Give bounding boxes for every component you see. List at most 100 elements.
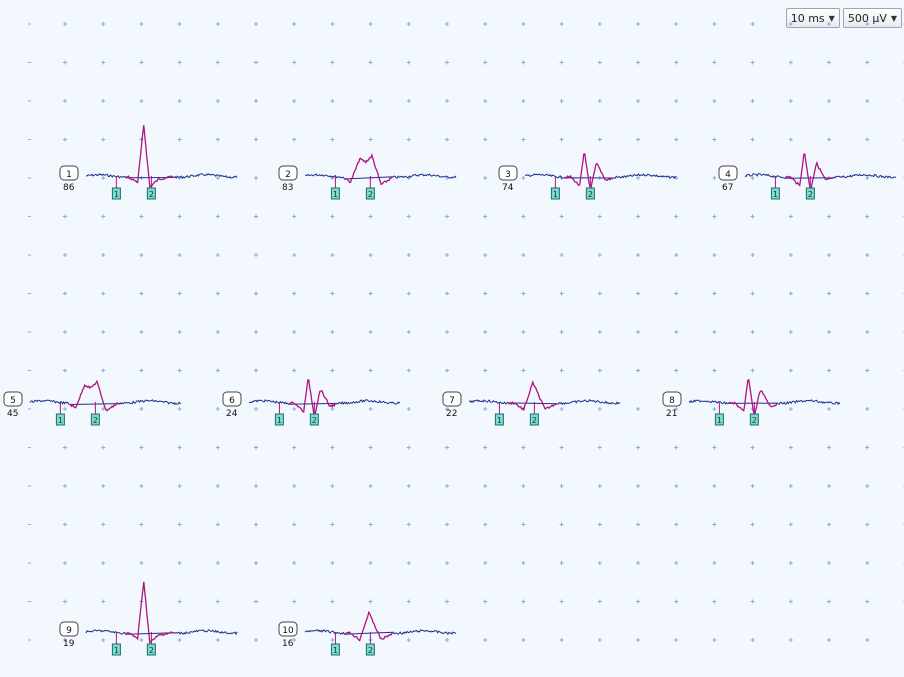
marker-1[interactable]: 1: [330, 176, 340, 200]
baseline-trace: [86, 173, 238, 180]
channel-count: 24: [226, 409, 238, 419]
channel-number: 3: [505, 170, 511, 180]
waveform-trace: [508, 379, 558, 412]
baseline-trace: [304, 629, 457, 636]
channel-2[interactable]: 2 83 1 2: [278, 153, 457, 200]
channel-number: 7: [449, 396, 455, 406]
channel-7[interactable]: 7 22 1 2: [442, 379, 621, 426]
baseline-trace: [688, 399, 841, 406]
marker-2[interactable]: 2: [309, 402, 319, 426]
grid-dots: [28, 22, 904, 642]
channel-label[interactable]: 2: [278, 165, 298, 181]
marker-label: 1: [497, 416, 502, 425]
waveform-trace: [344, 153, 394, 186]
marker-2[interactable]: 2: [529, 402, 539, 426]
marker-label: 2: [808, 190, 813, 199]
channel-6[interactable]: 6 24 1 2: [222, 379, 401, 426]
marker-1[interactable]: 1: [494, 402, 504, 426]
marker-label: 1: [553, 190, 558, 199]
channel-label[interactable]: 9: [59, 621, 79, 637]
marker-label: 1: [58, 416, 63, 425]
channel-count: 67: [722, 183, 733, 193]
channel-number: 2: [285, 170, 291, 180]
marker-label: 2: [752, 416, 757, 425]
channel-label[interactable]: 6: [222, 391, 242, 407]
channel-count: 83: [282, 183, 293, 193]
channel-10[interactable]: 10 16 1 2: [278, 610, 457, 656]
channel-count: 21: [666, 409, 677, 419]
waveform-trace: [288, 379, 338, 417]
channel-count: 45: [7, 409, 18, 419]
baseline-trace: [85, 629, 238, 636]
marker-label: 1: [773, 190, 778, 199]
marker-label: 2: [93, 416, 98, 425]
marker-1[interactable]: 1: [714, 402, 724, 426]
marker-label: 2: [149, 190, 154, 199]
channel-number: 8: [669, 396, 675, 406]
marker-label: 1: [114, 190, 119, 199]
marker-label: 2: [312, 416, 317, 425]
baseline-trace: [744, 173, 897, 179]
marker-2[interactable]: 2: [805, 176, 815, 200]
channel-label[interactable]: 10: [278, 621, 298, 637]
amplitude-scale-value: 500 µV: [847, 11, 887, 25]
marker-1[interactable]: 1: [330, 632, 340, 656]
marker-label: 2: [532, 416, 537, 425]
marker-label: 2: [588, 190, 593, 199]
channel-label[interactable]: 7: [442, 391, 462, 407]
marker-1[interactable]: 1: [274, 402, 284, 426]
channel-number: 5: [10, 396, 16, 406]
marker-1[interactable]: 1: [111, 632, 121, 656]
channel-number: 1: [66, 170, 72, 180]
marker-2[interactable]: 2: [749, 402, 759, 426]
channel-number: 10: [282, 626, 294, 636]
channel-count: 19: [63, 639, 75, 649]
marker-2[interactable]: 2: [365, 176, 375, 200]
channel-number: 9: [66, 626, 72, 636]
channel-number: 6: [229, 396, 235, 406]
marker-2[interactable]: 2: [585, 176, 595, 200]
marker-label: 1: [277, 416, 282, 425]
channel-label[interactable]: 1: [59, 165, 79, 181]
marker-label: 1: [114, 646, 119, 655]
channel-3[interactable]: 3 74 1 2: [498, 153, 677, 200]
channel-8[interactable]: 8 21 1 2: [662, 378, 841, 426]
time-scale-dropdown[interactable]: 10 ms ▼: [785, 8, 840, 28]
waveform-trace: [564, 153, 614, 190]
baseline-trace: [248, 398, 401, 406]
channel-5[interactable]: 5 45 1 2: [3, 379, 182, 426]
marker-2[interactable]: 2: [146, 632, 156, 656]
baseline-trace: [29, 399, 182, 406]
baseline-trace: [468, 398, 621, 406]
channel-4[interactable]: 4 67 1 2: [718, 153, 897, 200]
waveform-trace: [344, 610, 394, 642]
marker-1[interactable]: 1: [550, 176, 560, 200]
amplitude-scale-dropdown[interactable]: 500 µV ▼: [842, 8, 902, 28]
channel-label[interactable]: 8: [662, 391, 682, 407]
marker-1[interactable]: 1: [770, 176, 780, 200]
channel-count: 86: [63, 183, 75, 193]
channel-9[interactable]: 9 19 1 2: [59, 581, 238, 656]
marker-label: 2: [368, 190, 373, 199]
waveform-trace: [784, 153, 834, 192]
channel-label[interactable]: 5: [3, 391, 23, 407]
waveform-trace: [69, 379, 119, 412]
marker-label: 2: [149, 646, 154, 655]
channel-count: 16: [282, 639, 294, 649]
marker-2[interactable]: 2: [146, 176, 156, 200]
chevron-down-icon: ▼: [890, 13, 897, 23]
marker-1[interactable]: 1: [111, 176, 121, 200]
marker-label: 1: [717, 416, 722, 425]
marker-label: 1: [333, 190, 338, 199]
channel-1[interactable]: 1 86 1 2: [59, 125, 238, 200]
channel-label[interactable]: 4: [718, 165, 738, 181]
marker-2[interactable]: 2: [365, 632, 375, 656]
marker-1[interactable]: 1: [55, 402, 65, 426]
channel-label[interactable]: 3: [498, 165, 518, 181]
channel-number: 4: [725, 170, 731, 180]
waveform-trace: [728, 378, 778, 415]
baseline-trace: [304, 173, 457, 180]
baseline-trace: [524, 172, 677, 179]
marker-2[interactable]: 2: [90, 402, 100, 426]
